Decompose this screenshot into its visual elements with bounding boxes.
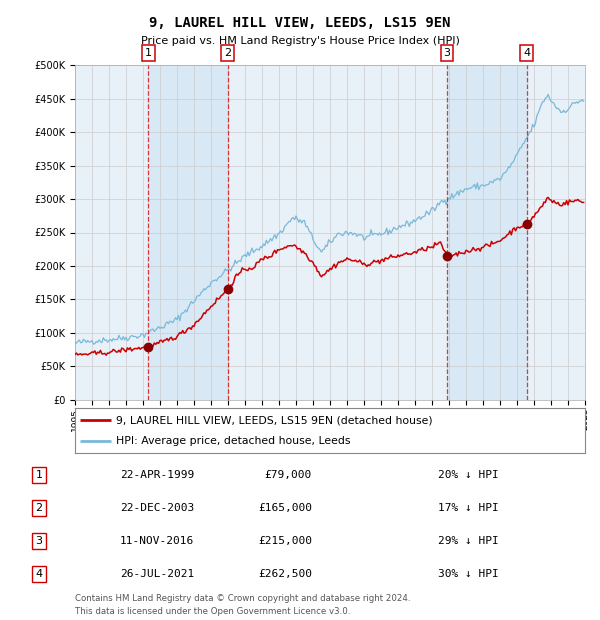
Text: 26-JUL-2021: 26-JUL-2021 [120,569,194,579]
Bar [148,65,227,400]
Text: £262,500: £262,500 [258,569,312,579]
Text: 20% ↓ HPI: 20% ↓ HPI [438,470,499,480]
Text: This data is licensed under the Open Government Licence v3.0.: This data is licensed under the Open Gov… [75,607,350,616]
Bar [447,65,527,400]
Text: 30% ↓ HPI: 30% ↓ HPI [438,569,499,579]
Text: 22-APR-1999: 22-APR-1999 [120,470,194,480]
Text: £215,000: £215,000 [258,536,312,546]
Text: Price paid vs. HM Land Registry's House Price Index (HPI): Price paid vs. HM Land Registry's House … [140,36,460,46]
Text: £79,000: £79,000 [265,470,312,480]
Text: 1: 1 [35,470,43,480]
Text: 1: 1 [145,48,152,58]
Text: 4: 4 [523,48,530,58]
Text: 9, LAUREL HILL VIEW, LEEDS, LS15 9EN: 9, LAUREL HILL VIEW, LEEDS, LS15 9EN [149,16,451,30]
Text: HPI: Average price, detached house, Leeds: HPI: Average price, detached house, Leed… [116,435,350,446]
Text: 3: 3 [35,536,43,546]
Text: 4: 4 [35,569,43,579]
Text: 2: 2 [224,48,231,58]
Text: Contains HM Land Registry data © Crown copyright and database right 2024.: Contains HM Land Registry data © Crown c… [75,593,410,603]
Text: 11-NOV-2016: 11-NOV-2016 [120,536,194,546]
Text: 17% ↓ HPI: 17% ↓ HPI [438,503,499,513]
Text: 3: 3 [443,48,450,58]
Text: 2: 2 [35,503,43,513]
Text: 22-DEC-2003: 22-DEC-2003 [120,503,194,513]
Text: 9, LAUREL HILL VIEW, LEEDS, LS15 9EN (detached house): 9, LAUREL HILL VIEW, LEEDS, LS15 9EN (de… [116,415,433,425]
Text: £165,000: £165,000 [258,503,312,513]
Text: 29% ↓ HPI: 29% ↓ HPI [438,536,499,546]
